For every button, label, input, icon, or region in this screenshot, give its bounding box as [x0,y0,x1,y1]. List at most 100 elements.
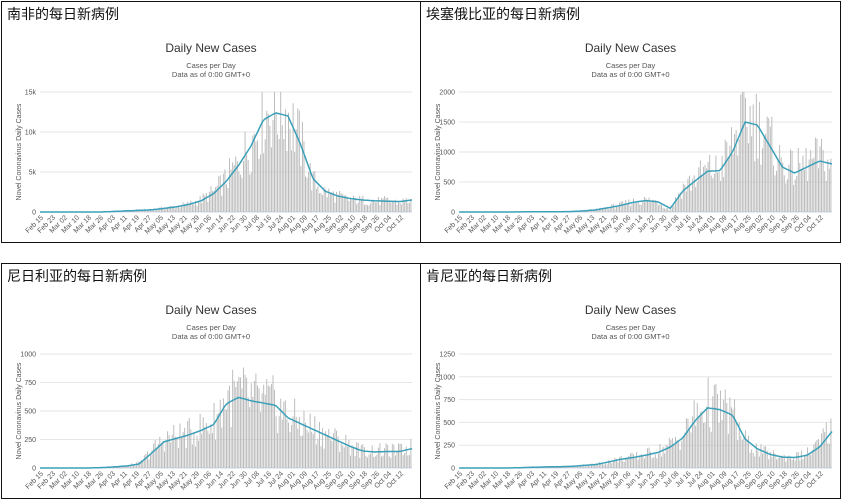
bar [793,184,795,212]
bar [284,400,286,468]
bar [765,134,767,212]
bar [363,447,365,468]
bar [777,160,779,212]
bar [303,411,305,468]
bar [281,419,283,468]
y-tick-label: 1000 [20,352,36,359]
bar [305,176,306,212]
bar [274,389,275,468]
bar [270,147,272,212]
bar [168,435,170,468]
bar [376,454,378,468]
bar [769,126,771,212]
bar [374,456,376,468]
bar [687,418,689,468]
bar [140,459,142,468]
bar [385,197,387,212]
moving-average-line [459,406,833,469]
bar [611,463,613,468]
bar [139,461,141,468]
bar [286,419,288,468]
bar [281,125,283,212]
bar [328,188,330,212]
bar [126,466,128,468]
bar [398,443,399,468]
bar [326,197,328,212]
bar [328,428,330,468]
bar [650,451,652,468]
bar [776,459,777,468]
bar [374,202,376,212]
bar [671,438,673,468]
y-tick-label: 5k [29,170,37,177]
bar [340,193,342,212]
bar [679,192,681,212]
moving-average-line [459,121,833,213]
bar [325,431,327,468]
bar [681,440,683,468]
bar [822,150,824,212]
bar [703,423,704,468]
bar [394,199,396,212]
bar [637,201,639,212]
bar [737,155,739,212]
bar [278,416,280,468]
bar [768,118,770,212]
bar [703,166,704,212]
bar [264,139,266,212]
bar [799,162,801,212]
bar [661,204,662,212]
bar [263,384,265,468]
bar [657,453,659,468]
bar [266,379,268,468]
bar [334,428,336,468]
bar [804,169,805,212]
bar [146,209,148,212]
bar [744,97,746,212]
bar [241,388,243,468]
bar [156,209,158,212]
bar [611,204,613,212]
bar [376,202,378,212]
bar [184,427,186,468]
bar [134,465,136,468]
bar [772,450,774,468]
bar [230,427,232,468]
bar [648,447,650,468]
bar [645,455,647,468]
bar [244,131,246,212]
bar [757,158,759,212]
bar [252,396,254,468]
bar [828,168,830,212]
bar [295,129,297,212]
bar [142,461,144,468]
bar [734,134,736,212]
bar [687,178,689,212]
bar [404,453,406,468]
bar [176,206,178,212]
bar [818,439,819,468]
bar [350,455,351,468]
bar [249,174,251,212]
bar [619,202,621,212]
bar [814,137,816,212]
bar [821,138,823,212]
bar [404,200,406,212]
bar [606,206,608,212]
bar [365,204,367,212]
bar [165,207,167,212]
bar [216,185,218,212]
bar [362,444,364,468]
bar [393,444,395,468]
bar [631,204,633,212]
bar [619,457,621,468]
bar [667,445,669,468]
moving-average-line [40,396,413,469]
bar [793,458,795,468]
bar [357,202,359,212]
bar [235,156,237,212]
bar [685,191,687,212]
bar [763,446,765,468]
bar [615,458,617,468]
bar [346,446,348,468]
